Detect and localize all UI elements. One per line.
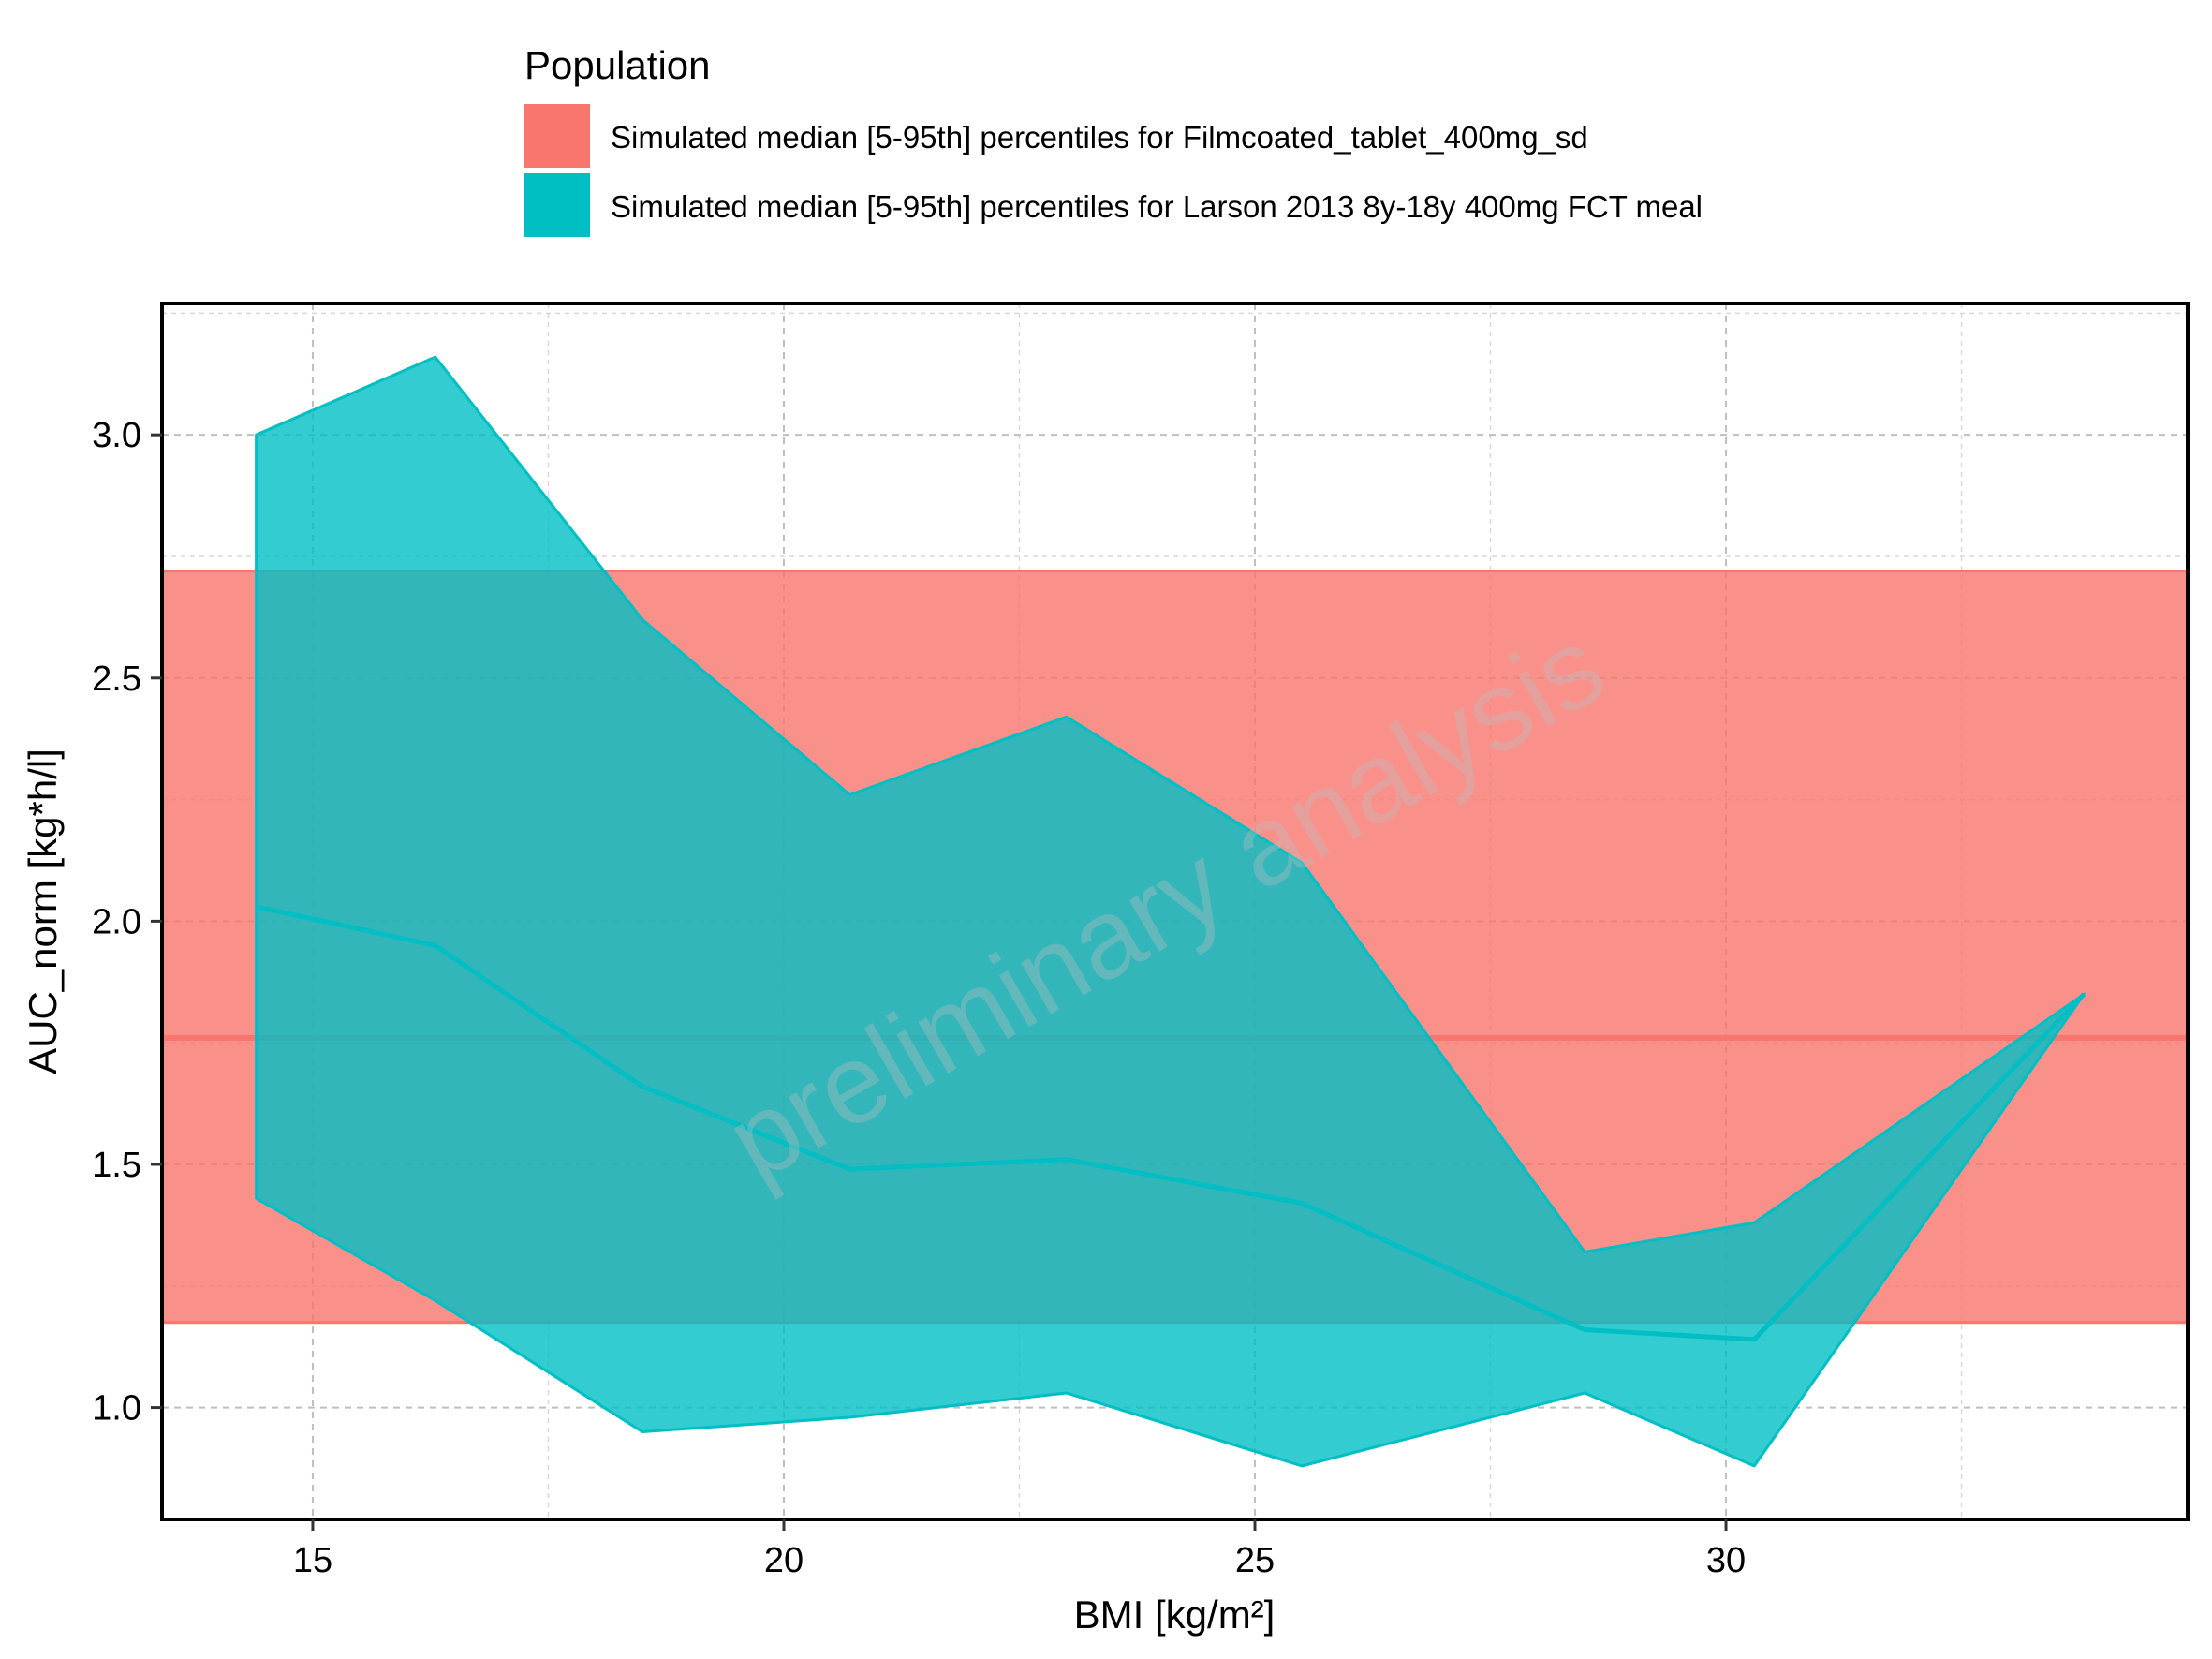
plot-border <box>160 302 2190 1521</box>
series-ribbon-0 <box>255 355 2086 1468</box>
x-tick-label: 25 <box>1235 1541 1275 1580</box>
y-tick-label: 1.5 <box>92 1146 141 1185</box>
plot-panel: preliminary analysis <box>160 302 2190 1521</box>
x-tick-label: 15 <box>293 1541 332 1580</box>
x-axis: 15 20 25 30 <box>293 1519 1746 1580</box>
legend-swatch-reference <box>524 104 590 168</box>
y-tick-label: 1.0 <box>92 1389 141 1429</box>
y-tick-label: 3.0 <box>92 416 141 455</box>
y-axis: 1.0 1.5 2.0 2.5 3.0 <box>92 416 162 1429</box>
y-tick-label: 2.0 <box>92 902 141 941</box>
legend: Population Simulated median [5-95th] per… <box>524 43 1703 237</box>
y-tick-label: 2.5 <box>92 659 141 699</box>
series-layer <box>255 355 2087 1468</box>
series-median-line-0 <box>256 904 2087 1342</box>
x-tick-label: 20 <box>764 1541 804 1580</box>
x-axis-title: BMI [kg/m²] <box>1074 1592 1276 1637</box>
legend-label-observed: Simulated median [5-95th] percentiles fo… <box>611 189 1703 224</box>
y-axis-title: AUC_norm [kg*h/l] <box>21 748 65 1074</box>
legend-swatch-observed <box>524 173 590 237</box>
x-tick-label: 30 <box>1706 1541 1746 1580</box>
legend-label-reference: Simulated median [5-95th] percentiles fo… <box>611 120 1588 155</box>
legend-title: Population <box>524 43 711 87</box>
